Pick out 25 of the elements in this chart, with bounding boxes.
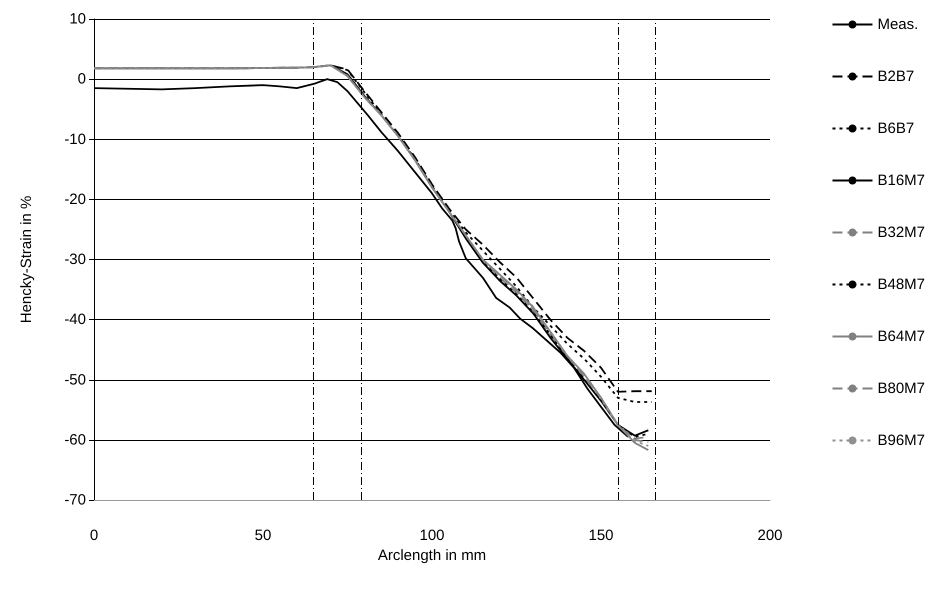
y-tick-label: -70	[64, 492, 86, 508]
y-tick-label: -20	[64, 190, 86, 208]
y-tick-label: -50	[64, 371, 86, 388]
legend-label: B2B7	[877, 68, 914, 85]
legend-label: B16M7	[877, 172, 926, 189]
legend-label: B64M7	[877, 328, 926, 345]
legend-label: B6B7	[877, 120, 914, 137]
x-axis-title: Arclength in mm	[378, 546, 486, 564]
legend-label: B80M7	[877, 380, 926, 397]
x-tick-label: 100	[419, 527, 445, 544]
y-tick-label: -60	[64, 431, 86, 448]
x-tick-label: 0	[90, 527, 98, 544]
y-tick-label: -40	[64, 311, 86, 328]
x-tick-label: 150	[588, 527, 614, 544]
legend-label: Meas.	[877, 16, 918, 33]
y-tick-label: 0	[78, 70, 86, 88]
y-tick-label: -10	[64, 130, 86, 148]
x-tick-label: 50	[254, 527, 272, 544]
legend-label: B48M7	[877, 276, 926, 293]
y-tick-label: -30	[64, 251, 86, 268]
x-tick-label: 200	[757, 527, 783, 544]
legend-label: B32M7	[877, 224, 926, 241]
y-axis-title: Hencky-Strain in %	[18, 196, 35, 324]
legend-label: B96M7	[877, 432, 926, 449]
y-tick-label: 10	[69, 10, 86, 28]
